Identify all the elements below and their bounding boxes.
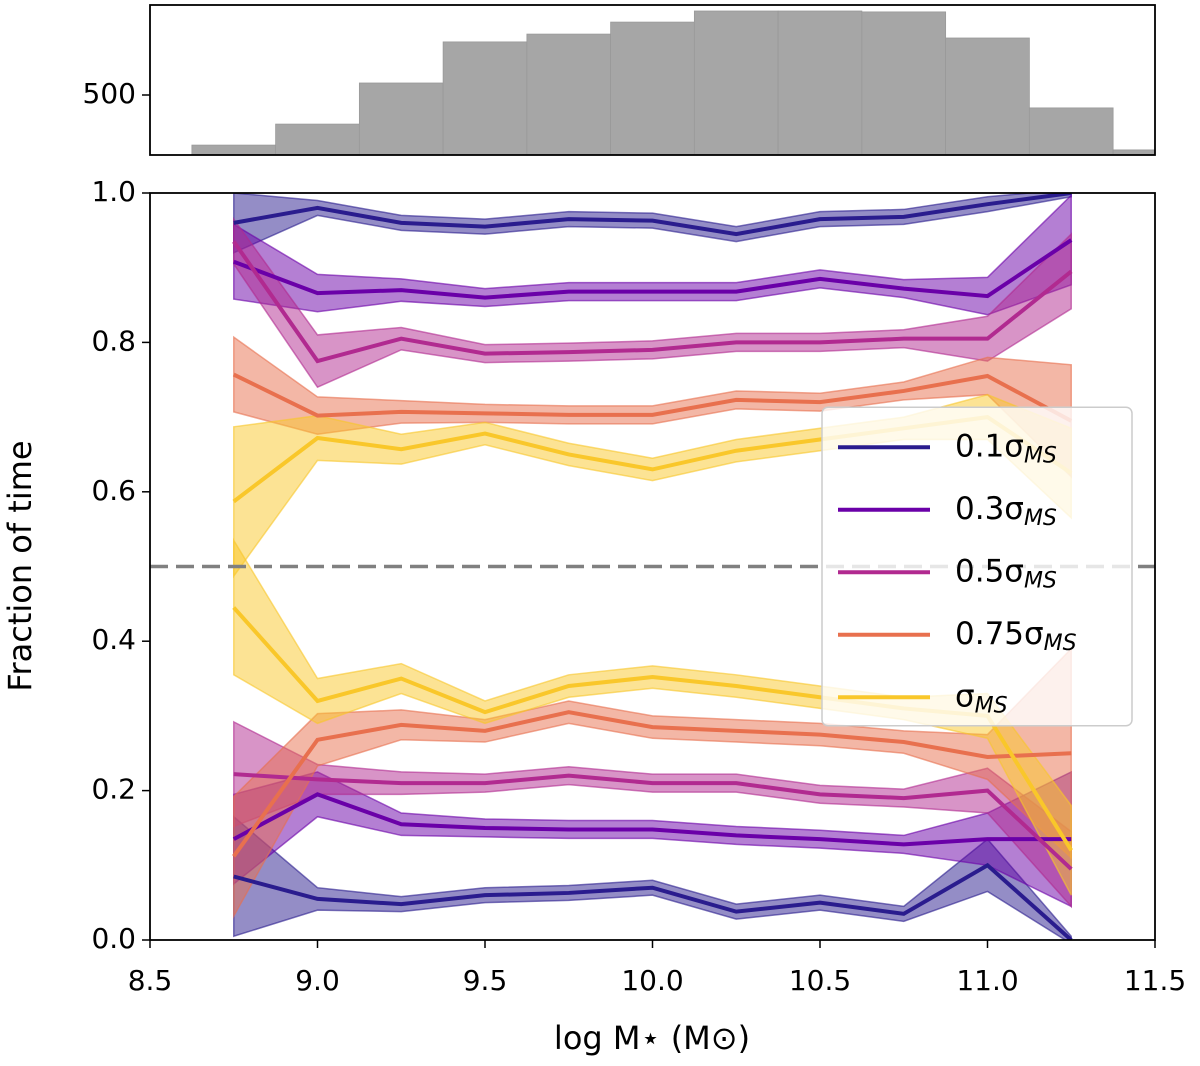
x-tick-label: 9.5 xyxy=(463,964,508,997)
x-tick-label: 11.5 xyxy=(1124,964,1186,997)
bar xyxy=(945,37,1030,155)
x-tick-label: 8.5 xyxy=(128,964,173,997)
legend-subscript: MS xyxy=(1044,631,1077,656)
y-tick-label: 0.6 xyxy=(91,474,136,507)
y-tick-label: 0.0 xyxy=(91,922,136,955)
y-axis-label: Fraction of time xyxy=(1,440,39,691)
line xyxy=(232,372,1073,423)
legend-name: 0.3σ xyxy=(955,490,1024,526)
line xyxy=(233,238,1073,300)
y-tick-label: 500 xyxy=(83,77,136,110)
bar xyxy=(358,82,444,155)
y-tick-label: 0.8 xyxy=(91,324,136,357)
bar xyxy=(526,33,612,155)
axes-frame xyxy=(149,192,1156,941)
line xyxy=(233,193,1072,237)
x-tick-label: 11.0 xyxy=(956,964,1018,997)
legend-subscript: MS xyxy=(1024,443,1057,468)
bars xyxy=(191,10,1155,155)
bar xyxy=(693,10,779,155)
bar xyxy=(861,11,947,155)
x-tick-label: 10.0 xyxy=(621,964,683,997)
bar xyxy=(442,41,528,155)
bar xyxy=(777,10,863,155)
legend-label: 0.1σMS xyxy=(955,428,1057,469)
line xyxy=(232,792,1072,847)
legend-subscript: MS xyxy=(1024,506,1057,531)
y-tick-label: 1.0 xyxy=(91,175,136,208)
line xyxy=(232,240,1073,364)
legend-label: 0.75σMS xyxy=(955,615,1077,656)
legend-subscript: MS xyxy=(975,693,1008,718)
bar xyxy=(1028,107,1114,155)
axes-frame xyxy=(149,4,1156,156)
line xyxy=(232,710,1072,858)
band xyxy=(233,720,1072,909)
legend-label: 0.3σMS xyxy=(955,490,1057,531)
legend-label: 0.5σMS xyxy=(955,553,1057,594)
line xyxy=(233,862,1073,940)
legend-box xyxy=(821,406,1133,727)
x-tick-label: 10.5 xyxy=(789,964,851,997)
legend-label: σMS xyxy=(955,678,1008,719)
legend-name: σ xyxy=(955,678,975,714)
bar xyxy=(1112,149,1155,155)
y-tick-label: 0.2 xyxy=(91,773,136,806)
bar xyxy=(191,144,277,155)
bar xyxy=(275,123,360,155)
x-axis-label: log M⋆ (M⊙) xyxy=(554,1019,750,1057)
x-tick-label: 9.0 xyxy=(295,964,340,997)
legend-subscript: MS xyxy=(1024,568,1057,593)
legend-name: 0.5σ xyxy=(955,553,1024,589)
y-tick-label: 0.4 xyxy=(91,623,136,656)
line xyxy=(233,772,1073,871)
bar xyxy=(610,21,695,155)
legend-name: 0.1σ xyxy=(955,428,1024,464)
legend-name: 0.75σ xyxy=(955,615,1044,651)
